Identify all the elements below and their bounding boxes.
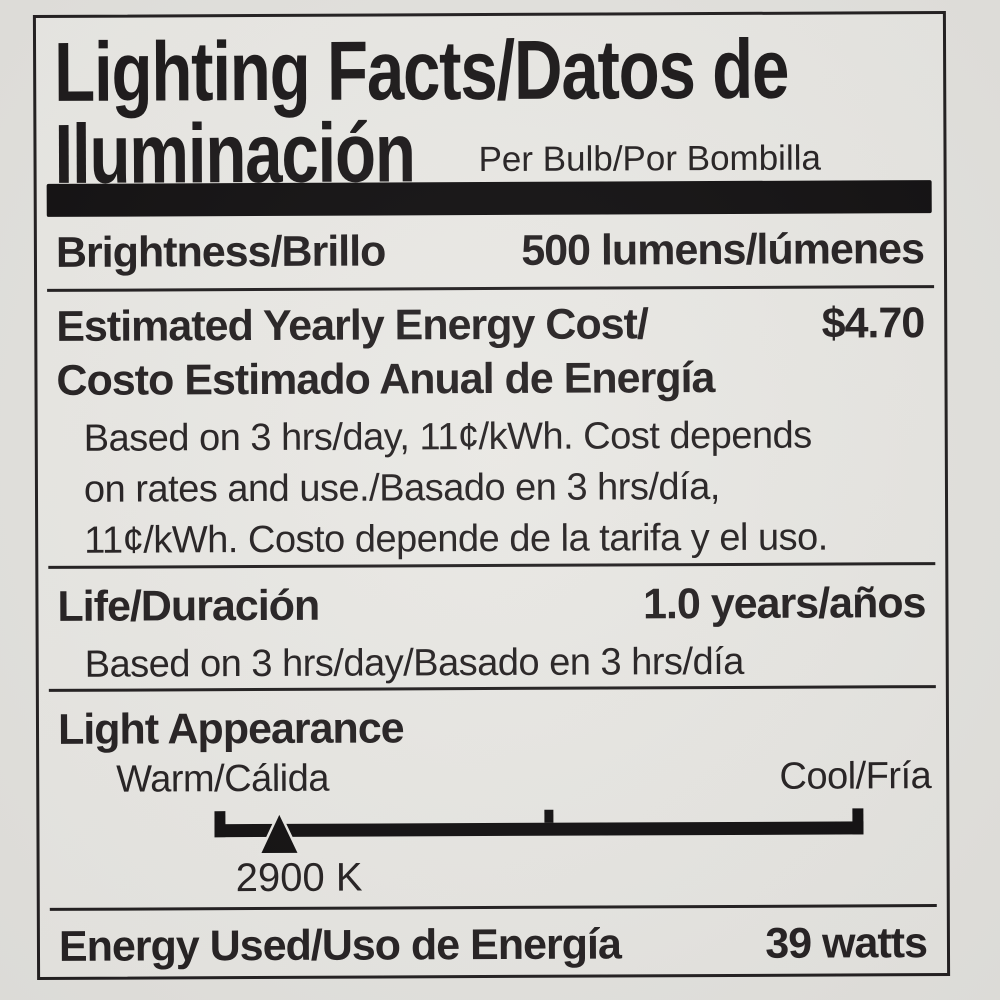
energy-cost-value: $4.70 xyxy=(821,299,925,348)
divider xyxy=(47,285,935,292)
warm-end-tick-icon xyxy=(214,811,226,838)
life-note: Based on 3 hrs/day/Basado en 3 hrs/día xyxy=(84,640,744,686)
scale-bar xyxy=(214,821,864,838)
energy-used-value: 39 watts xyxy=(765,919,928,968)
brightness-value: 500 lumens/lúmenes xyxy=(521,225,925,275)
divider xyxy=(49,904,937,911)
cool-end-tick-icon xyxy=(852,808,864,835)
life-row: Life/Duración 1.0 years/años xyxy=(57,578,925,632)
life-label: Life/Duración xyxy=(57,581,320,631)
energy-cost-note: Based on 3 hrs/day, 11¢/kWh. Cost depend… xyxy=(84,410,931,567)
title-line-1: Lighting Facts/Datos de xyxy=(53,21,789,119)
life-value: 1.0 years/años xyxy=(642,579,926,629)
energy-cost-note-line2: on rates and use./Basado en 3 hrs/día, xyxy=(83,466,720,511)
energy-cost-label-line2-row: Costo Estimado Anual de Energía xyxy=(56,352,929,406)
temperature-marker-icon xyxy=(257,809,302,856)
label-title: Lighting Facts/Datos de xyxy=(53,21,928,119)
light-appearance-endpoints: Warm/Cálida Cool/Fría xyxy=(116,755,931,802)
lighting-facts-label: Lighting Facts/Datos de Iluminación Per … xyxy=(32,11,951,980)
energy-cost-label-line1: Estimated Yearly Energy Cost/ xyxy=(56,300,648,351)
energy-cost-note-line1: Based on 3 hrs/day, 11¢/kWh. Cost depend… xyxy=(83,414,812,460)
heavy-separator-bar xyxy=(46,180,932,217)
light-appearance-heading-row: Light Appearance xyxy=(58,701,931,755)
kelvin-scale xyxy=(214,808,864,856)
energy-cost-label-line2: Costo Estimado Anual de Energía xyxy=(56,354,715,405)
brightness-label: Brightness/Brillo xyxy=(55,227,386,277)
energy-cost-note-line3: 11¢/kWh. Costo depende de la tarifa y el… xyxy=(84,516,828,562)
per-unit-text: Per Bulb/Por Bombilla xyxy=(478,138,822,180)
energy-used-row: Energy Used/Uso de Energía 39 watts xyxy=(59,918,927,972)
brightness-row: Brightness/Brillo 500 lumens/lúmenes xyxy=(56,224,924,278)
energy-used-label: Energy Used/Uso de Energía xyxy=(58,920,621,971)
mid-tick-icon xyxy=(544,809,554,823)
warm-label: Warm/Cálida xyxy=(116,757,330,801)
energy-cost-row: Estimated Yearly Energy Cost/ $4.70 xyxy=(56,298,924,352)
light-appearance-label: Light Appearance xyxy=(57,704,404,754)
kelvin-value: 2900 K xyxy=(235,855,363,901)
cool-label: Cool/Fría xyxy=(779,755,932,798)
